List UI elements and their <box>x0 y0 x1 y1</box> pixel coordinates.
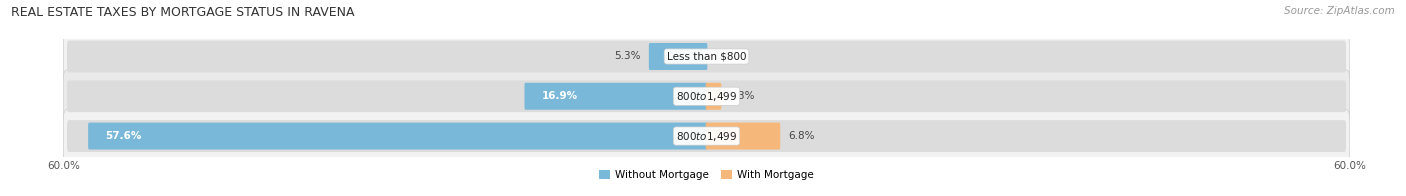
Text: REAL ESTATE TAXES BY MORTGAGE STATUS IN RAVENA: REAL ESTATE TAXES BY MORTGAGE STATUS IN … <box>11 6 354 19</box>
FancyBboxPatch shape <box>706 122 780 150</box>
FancyBboxPatch shape <box>63 30 1350 83</box>
Text: 16.9%: 16.9% <box>541 91 578 101</box>
FancyBboxPatch shape <box>67 41 1346 72</box>
FancyBboxPatch shape <box>67 120 1346 152</box>
FancyBboxPatch shape <box>524 83 707 110</box>
FancyBboxPatch shape <box>648 43 707 70</box>
FancyBboxPatch shape <box>706 83 721 110</box>
FancyBboxPatch shape <box>63 110 1350 162</box>
FancyBboxPatch shape <box>63 70 1350 122</box>
Text: $800 to $1,499: $800 to $1,499 <box>676 130 737 142</box>
Text: 1.3%: 1.3% <box>730 91 755 101</box>
Text: 0.0%: 0.0% <box>716 52 741 62</box>
Legend: Without Mortgage, With Mortgage: Without Mortgage, With Mortgage <box>595 166 818 184</box>
Text: 57.6%: 57.6% <box>105 131 142 141</box>
Text: $800 to $1,499: $800 to $1,499 <box>676 90 737 103</box>
FancyBboxPatch shape <box>89 122 707 150</box>
Text: Less than $800: Less than $800 <box>666 52 747 62</box>
Text: Source: ZipAtlas.com: Source: ZipAtlas.com <box>1284 6 1395 16</box>
Text: 5.3%: 5.3% <box>614 52 641 62</box>
Text: 6.8%: 6.8% <box>787 131 814 141</box>
FancyBboxPatch shape <box>67 80 1346 112</box>
